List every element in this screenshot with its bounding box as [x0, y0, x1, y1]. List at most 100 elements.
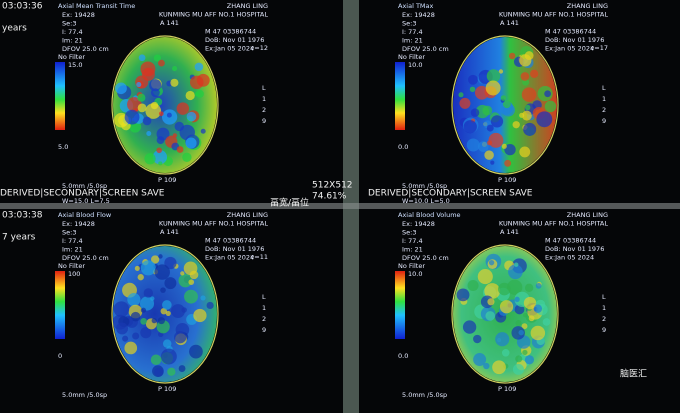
perfusion-blob [150, 296, 155, 301]
patient-line: ZHANG LING [227, 2, 268, 10]
perfusion-blob [194, 62, 204, 72]
patient-line: DoB: Nov 01 1976 [205, 36, 264, 44]
patient-line: KUNMING MU AFF NO.1 HOSPITAL [159, 11, 268, 19]
position: P 109 [158, 385, 176, 393]
side-label: 2 [602, 315, 606, 323]
slice: 5.0mm /5.0sp [62, 391, 107, 399]
perfusion-blob [140, 260, 156, 276]
scale-max: 100 [68, 270, 80, 278]
perfusion-blob [512, 121, 520, 129]
perfusion-blob [206, 301, 214, 310]
perfusion-blob [521, 87, 537, 102]
perfusion-blob [488, 260, 495, 266]
perfusion-blob [488, 132, 504, 148]
perfusion-blob [521, 323, 528, 330]
perfusion-blob [485, 80, 501, 96]
patient-line: M 47 03386744 [205, 237, 256, 245]
view: v=12 [250, 44, 268, 52]
perfusion-blob [165, 310, 171, 317]
perfusion-blob [151, 255, 160, 264]
corner-text: 7 years [2, 233, 36, 243]
perfusion-blob [156, 147, 162, 154]
perfusion-blob [487, 140, 493, 146]
perfusion-blob [530, 69, 539, 78]
perfusion-blob [468, 74, 478, 85]
perfusion-blob [172, 66, 178, 72]
perfusion-blob [462, 320, 477, 334]
perfusion-blob [477, 141, 489, 152]
perfusion-blob [524, 283, 534, 293]
perfusion-blob [184, 289, 198, 304]
perfusion-blob [156, 136, 165, 145]
perfusion-blob [469, 86, 476, 93]
corner-text: years [2, 24, 27, 34]
info-line: Se:3 [402, 20, 416, 28]
perfusion-blob [141, 67, 155, 81]
info-line: Se:3 [62, 20, 76, 28]
perfusion-blob [495, 332, 510, 347]
side-label: 9 [262, 326, 266, 334]
info-line: I: 77.4 [402, 28, 423, 36]
skull-edge [451, 244, 559, 384]
perfusion-blob [115, 82, 127, 95]
perfusion-blob [463, 120, 477, 134]
perfusion-blob [171, 304, 186, 318]
perfusion-blob [140, 317, 148, 325]
patient-line: M 47 03386744 [205, 28, 256, 36]
patient-line: Ex:Jan 05 2024 [205, 45, 254, 53]
perfusion-blob [188, 279, 195, 286]
perfusion-blob [470, 108, 480, 117]
side-label: L [602, 84, 606, 92]
perfusion-blob [137, 93, 146, 102]
perfusion-blob [195, 89, 204, 98]
perfusion-blob [473, 353, 487, 367]
perfusion-blob [515, 320, 522, 327]
banner: DERIVED|SECONDARY|SCREEN SAVE [368, 189, 533, 199]
perfusion-blob [181, 307, 187, 313]
side-label: 9 [602, 117, 606, 125]
perfusion-blob [501, 143, 507, 149]
perfusion-blob [473, 334, 482, 344]
slice: 5.0mm /5.0sp [402, 182, 447, 190]
slice: 5.0mm /5.0sp [62, 182, 107, 190]
patient-line: Ex:Jan 05 2024 [545, 45, 594, 53]
perfusion-blob [528, 315, 535, 322]
info-line: DFOV 25.0 cm [62, 254, 109, 262]
info-line: DFOV 25.0 cm [402, 45, 449, 53]
scale-min: 0.0 [398, 352, 408, 360]
perfusion-blob [486, 69, 501, 83]
info-line: Im: 21 [402, 37, 423, 45]
perfusion-blob [502, 100, 511, 109]
perfusion-blob [512, 363, 524, 375]
perfusion-blob [185, 137, 197, 149]
side-label: 1 [262, 95, 266, 103]
perfusion-blob [514, 296, 520, 302]
window: W=10.0 L=5.0 [402, 197, 450, 205]
perfusion-blob [519, 112, 525, 118]
perfusion-blob [142, 116, 152, 126]
perfusion-blob [134, 265, 140, 271]
perfusion-blob [183, 261, 198, 276]
perfusion-blob [149, 79, 162, 92]
perfusion-blob [146, 131, 152, 136]
perfusion-blob [137, 103, 147, 113]
perfusion-blob [176, 102, 190, 115]
patient-line: ZHANG LING [567, 211, 608, 219]
perfusion-blob [487, 298, 495, 306]
perfusion-blob [200, 295, 206, 301]
scale-max: 10.0 [408, 270, 422, 278]
side-label: 9 [262, 117, 266, 125]
series-title: Axial Blood Flow [58, 211, 112, 219]
perfusion-blob [499, 300, 514, 314]
skull-edge [111, 35, 219, 175]
info-line: Im: 21 [402, 246, 423, 254]
slice: 5.0mm /5.0sp [402, 391, 447, 399]
perfusion-blob [504, 159, 512, 167]
perfusion-blob [508, 52, 516, 60]
perfusion-blob [158, 111, 164, 117]
zoom-info: 74.61% [312, 192, 347, 202]
perfusion-blob [162, 339, 172, 348]
perfusion-blob [515, 355, 523, 363]
perfusion-blob [176, 146, 184, 153]
